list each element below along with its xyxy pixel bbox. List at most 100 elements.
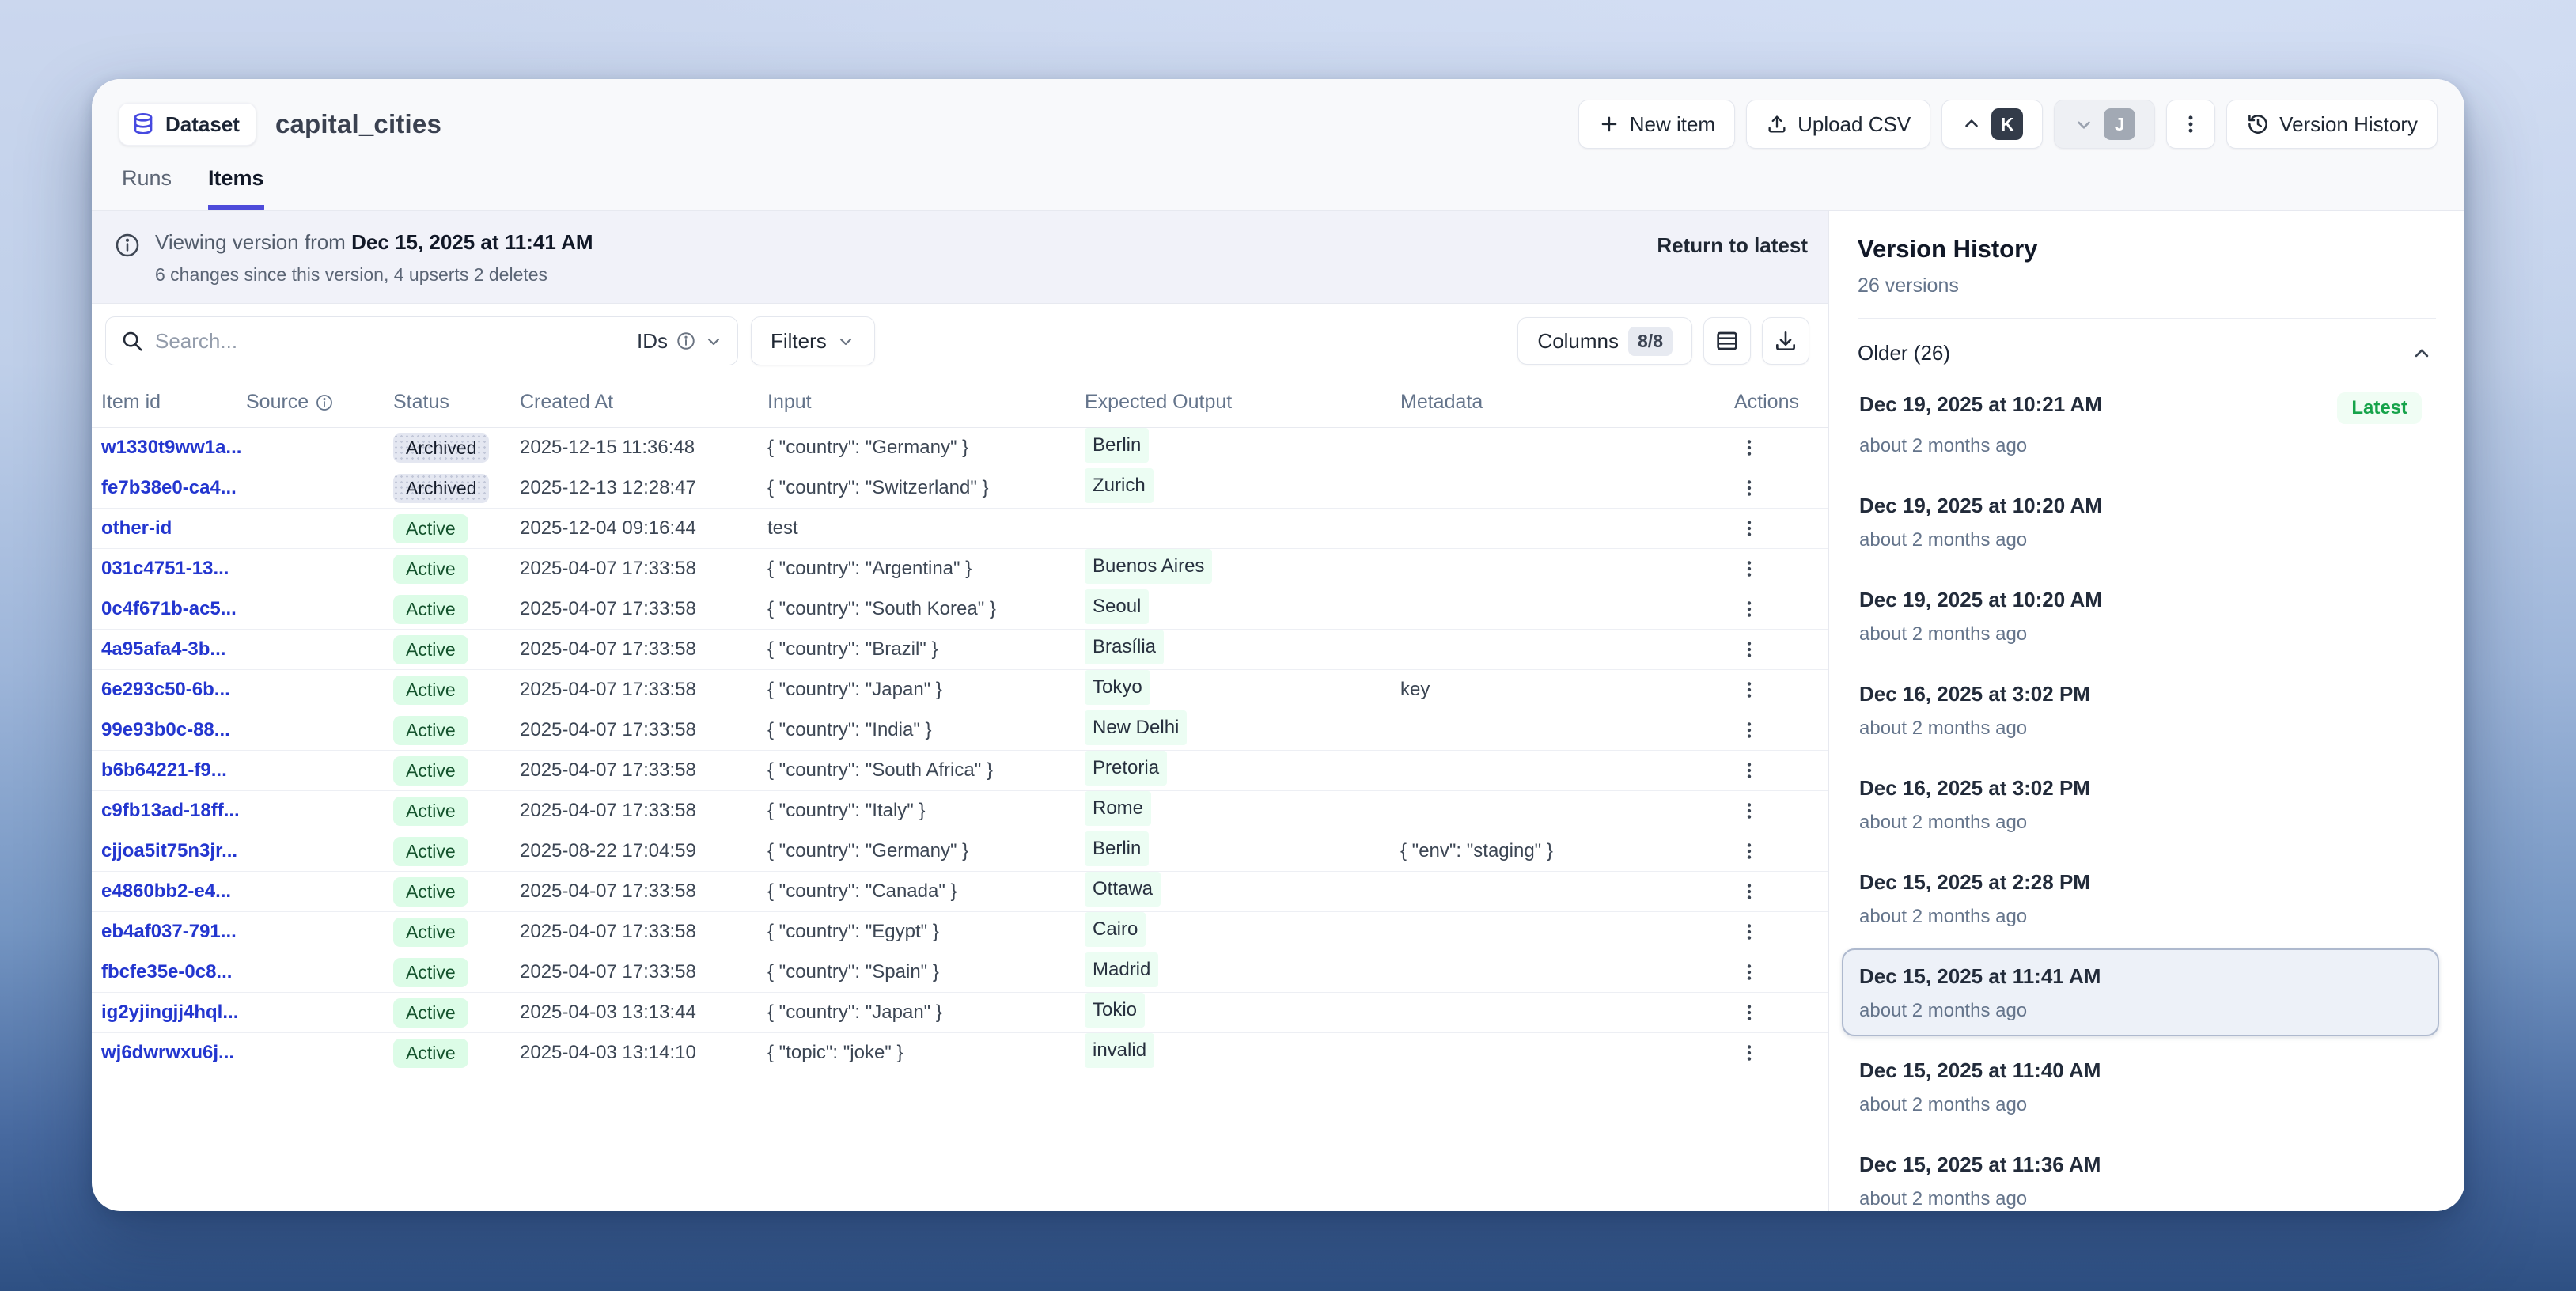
expected-output-cell[interactable]: Cairo (1085, 911, 1400, 952)
expected-output-cell[interactable]: Zurich (1085, 468, 1400, 509)
table-row[interactable]: 99e93b0c-88... Active 2025-04-07 17:33:5… (92, 710, 1828, 751)
row-actions-kebab-icon[interactable] (1734, 914, 1763, 949)
row-actions-kebab-icon[interactable] (1734, 1035, 1763, 1070)
item-id-link[interactable]: 4a95afa4-3b... (101, 638, 226, 660)
download-button[interactable] (1762, 317, 1809, 365)
version-entry[interactable]: Dec 19, 2025 at 10:21 AM Latest about 2 … (1842, 377, 2439, 471)
user-j-selector-button[interactable]: J (2054, 100, 2156, 149)
table-row[interactable]: w1330t9ww1a... Archived 2025-12-15 11:36… (92, 427, 1828, 468)
row-height-button[interactable] (1703, 317, 1751, 365)
expected-output-cell[interactable]: Berlin (1085, 831, 1400, 872)
more-options-button[interactable] (2166, 100, 2216, 149)
item-id-link[interactable]: wj6dwrwxu6j... (101, 1042, 235, 1063)
return-to-latest-link[interactable]: Return to latest (1657, 233, 1808, 257)
input-cell[interactable]: { "country": "South Korea" } (767, 598, 996, 619)
version-entry[interactable]: Dec 15, 2025 at 2:28 PM about 2 months a… (1842, 854, 2439, 942)
expected-output-cell[interactable]: Tokyo (1085, 669, 1400, 710)
col-header-expected-output[interactable]: Expected Output (1085, 391, 1233, 413)
item-id-link[interactable]: 031c4751-13... (101, 558, 229, 579)
col-header-input[interactable]: Input (767, 391, 812, 413)
row-actions-kebab-icon[interactable] (1734, 471, 1763, 505)
table-row[interactable]: 4a95afa4-3b... Active 2025-04-07 17:33:5… (92, 629, 1828, 670)
table-row[interactable]: fbcfe35e-0c8... Active 2025-04-07 17:33:… (92, 952, 1828, 993)
input-cell[interactable]: { "country": "Egypt" } (767, 921, 939, 942)
row-actions-kebab-icon[interactable] (1734, 713, 1763, 748)
row-actions-kebab-icon[interactable] (1734, 632, 1763, 667)
expected-output-cell[interactable]: Pretoria (1085, 750, 1400, 791)
new-item-button[interactable]: New item (1578, 100, 1736, 149)
table-row[interactable]: other-id Active 2025-12-04 09:16:44 test (92, 509, 1828, 549)
item-id-link[interactable]: fe7b38e0-ca4... (101, 477, 237, 498)
table-row[interactable]: cjjoa5it75n3jr... Active 2025-08-22 17:0… (92, 831, 1828, 872)
expected-output-cell[interactable]: Berlin (1085, 427, 1400, 468)
expected-output-cell[interactable]: Rome (1085, 790, 1400, 831)
version-entry[interactable]: Dec 15, 2025 at 11:36 AM about 2 months … (1842, 1137, 2439, 1211)
col-header-item-id[interactable]: Item id (101, 391, 161, 413)
input-cell[interactable]: { "country": "Canada" } (767, 880, 957, 902)
item-id-link[interactable]: 6e293c50-6b... (101, 679, 230, 700)
item-id-link[interactable]: e4860bb2-e4... (101, 880, 232, 902)
table-row[interactable]: ig2yjingjj4hql... Active 2025-04-03 13:1… (92, 992, 1828, 1033)
input-cell[interactable]: { "country": "South Africa" } (767, 759, 993, 781)
user-k-selector-button[interactable]: K (1941, 100, 2044, 149)
version-entry[interactable]: Dec 15, 2025 at 11:41 AM about 2 months … (1842, 948, 2439, 1036)
input-cell[interactable]: { "country": "Switzerland" } (767, 477, 989, 498)
item-id-link[interactable]: c9fb13ad-18ff... (101, 800, 240, 821)
expected-output-cell[interactable]: Seoul (1085, 589, 1400, 630)
table-row[interactable]: e4860bb2-e4... Active 2025-04-07 17:33:5… (92, 871, 1828, 912)
table-row[interactable]: 031c4751-13... Active 2025-04-07 17:33:5… (92, 548, 1828, 589)
upload-csv-button[interactable]: Upload CSV (1746, 100, 1931, 149)
input-cell[interactable]: test (767, 517, 798, 539)
metadata-cell[interactable]: { "env": "staging" } (1400, 840, 1553, 861)
input-cell[interactable]: { "country": "Argentina" } (767, 558, 972, 579)
row-actions-kebab-icon[interactable] (1734, 793, 1763, 828)
row-actions-kebab-icon[interactable] (1734, 511, 1763, 546)
row-actions-kebab-icon[interactable] (1734, 430, 1763, 465)
version-entry[interactable]: Dec 19, 2025 at 10:20 AM about 2 months … (1842, 478, 2439, 566)
table-row[interactable]: 0c4f671b-ac5... Active 2025-04-07 17:33:… (92, 589, 1828, 630)
metadata-cell[interactable]: key (1400, 679, 1430, 700)
row-actions-kebab-icon[interactable] (1734, 874, 1763, 909)
row-actions-kebab-icon[interactable] (1734, 592, 1763, 627)
older-section-toggle[interactable]: Older (26) (1858, 319, 2436, 377)
expected-output-cell[interactable]: Brasília (1085, 629, 1400, 670)
table-row[interactable]: c9fb13ad-18ff... Active 2025-04-07 17:33… (92, 790, 1828, 831)
expected-output-cell[interactable]: Buenos Aires (1085, 548, 1400, 589)
item-id-link[interactable]: cjjoa5it75n3jr... (101, 840, 238, 861)
search-field-selector[interactable]: IDs (637, 329, 723, 354)
row-actions-kebab-icon[interactable] (1734, 955, 1763, 990)
col-header-metadata[interactable]: Metadata (1400, 391, 1483, 413)
version-entry[interactable]: Dec 16, 2025 at 3:02 PM about 2 months a… (1842, 666, 2439, 754)
input-cell[interactable]: { "country": "India" } (767, 719, 932, 740)
version-history-button[interactable]: Version History (2226, 100, 2438, 149)
input-cell[interactable]: { "country": "Japan" } (767, 679, 942, 700)
input-cell[interactable]: { "topic": "joke" } (767, 1042, 903, 1063)
table-row[interactable]: wj6dwrwxu6j... Active 2025-04-03 13:14:1… (92, 1032, 1828, 1073)
input-cell[interactable]: { "country": "Brazil" } (767, 638, 938, 660)
item-id-link[interactable]: ig2yjingjj4hql... (101, 1001, 239, 1023)
table-row[interactable]: eb4af037-791... Active 2025-04-07 17:33:… (92, 911, 1828, 952)
input-cell[interactable]: { "country": "Germany" } (767, 437, 969, 458)
table-row[interactable]: fe7b38e0-ca4... Archived 2025-12-13 12:2… (92, 468, 1828, 509)
input-cell[interactable]: { "country": "Japan" } (767, 1001, 942, 1023)
table-row[interactable]: 6e293c50-6b... Active 2025-04-07 17:33:5… (92, 669, 1828, 710)
expected-output-cell[interactable]: Madrid (1085, 952, 1400, 993)
row-actions-kebab-icon[interactable] (1734, 551, 1763, 586)
expected-output-cell[interactable]: New Delhi (1085, 710, 1400, 751)
input-cell[interactable]: { "country": "Spain" } (767, 961, 939, 982)
search-input[interactable] (155, 328, 626, 354)
item-id-link[interactable]: 0c4f671b-ac5... (101, 598, 237, 619)
item-id-link[interactable]: eb4af037-791... (101, 921, 237, 942)
col-header-status[interactable]: Status (393, 391, 449, 413)
item-id-link[interactable]: fbcfe35e-0c8... (101, 961, 233, 982)
row-actions-kebab-icon[interactable] (1734, 753, 1763, 788)
col-header-created-at[interactable]: Created At (520, 391, 614, 413)
col-header-source[interactable]: Source (246, 391, 393, 414)
row-actions-kebab-icon[interactable] (1734, 995, 1763, 1030)
columns-button[interactable]: Columns 8/8 (1517, 317, 1692, 365)
version-entry[interactable]: Dec 16, 2025 at 3:02 PM about 2 months a… (1842, 760, 2439, 848)
expected-output-cell[interactable]: Ottawa (1085, 871, 1400, 912)
tab-runs[interactable]: Runs (122, 166, 172, 190)
input-cell[interactable]: { "country": "Germany" } (767, 840, 969, 861)
expected-output-cell[interactable]: invalid (1085, 1032, 1400, 1073)
